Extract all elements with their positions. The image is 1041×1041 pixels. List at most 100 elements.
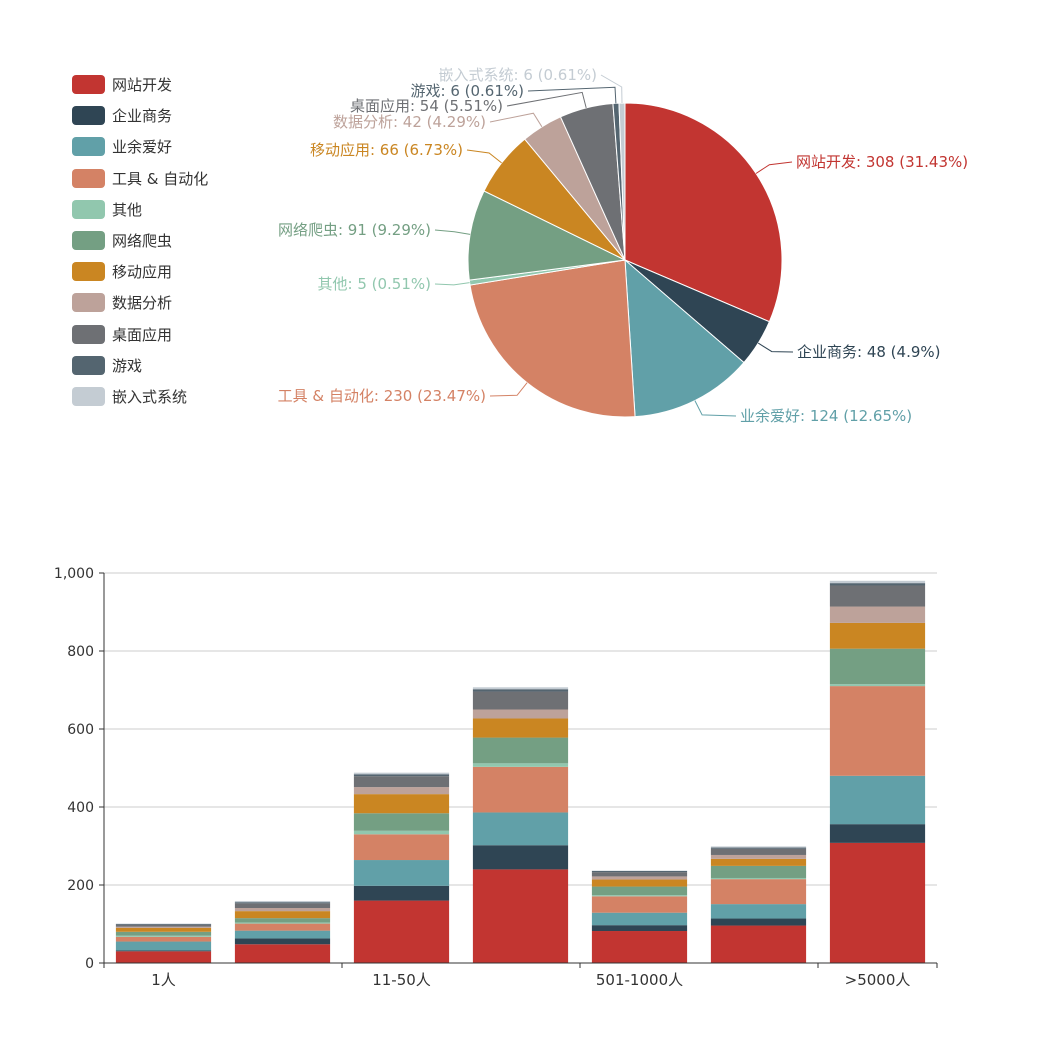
bar-segment[interactable] <box>353 885 450 901</box>
bar-segment[interactable] <box>234 908 331 912</box>
bar-segment[interactable] <box>115 950 212 952</box>
bar-segment[interactable] <box>115 941 212 951</box>
y-tick-label: 400 <box>67 800 94 816</box>
bar-segment[interactable] <box>234 911 331 919</box>
bar-segment[interactable] <box>710 865 807 878</box>
legend-item[interactable]: 工具 & 自动化 <box>72 163 208 194</box>
bar-segment[interactable] <box>234 938 331 945</box>
bar-segment[interactable] <box>115 924 212 927</box>
bar-segment[interactable] <box>115 931 212 936</box>
bar-segment[interactable] <box>591 912 688 926</box>
legend-swatch <box>72 106 105 126</box>
bar-segment[interactable] <box>472 869 569 963</box>
bar-segment[interactable] <box>234 930 331 939</box>
pie-legend: 网站开发 企业商务 业余爱好工具 & 自动化其他 网络爬虫 移动应用 数据分析桌面应用游戏… <box>72 69 208 412</box>
legend-item[interactable]: 桌面应用 <box>72 319 208 350</box>
legend-item[interactable]: 其他 <box>72 194 208 225</box>
bar-segment[interactable] <box>234 902 331 904</box>
bar-segment[interactable] <box>829 583 926 586</box>
bar-segment[interactable] <box>591 886 688 896</box>
bar-segment[interactable] <box>115 927 212 932</box>
bar-segment[interactable] <box>115 924 212 925</box>
bar-segment[interactable] <box>234 922 331 924</box>
bar-segment[interactable] <box>829 842 926 963</box>
bar-segment[interactable] <box>353 860 450 886</box>
bar-segment[interactable] <box>353 787 450 795</box>
bar-segment[interactable] <box>829 775 926 825</box>
bar-segment[interactable] <box>472 763 569 767</box>
legend-item[interactable]: 嵌入式系统 <box>72 381 208 412</box>
bar-segment[interactable] <box>710 846 807 848</box>
bar-segment[interactable] <box>591 931 688 963</box>
bar-segment[interactable] <box>829 580 926 584</box>
bar-segment[interactable] <box>472 709 569 719</box>
legend-swatch <box>72 137 105 157</box>
bar-segment[interactable] <box>710 925 807 963</box>
bar-segment[interactable] <box>115 935 212 937</box>
pie-slice[interactable] <box>618 102 626 261</box>
pie-slice[interactable] <box>469 259 636 418</box>
legend-swatch <box>72 293 105 313</box>
bar-segment[interactable] <box>115 951 212 963</box>
bar-segment[interactable] <box>472 718 569 738</box>
bar-segment[interactable] <box>591 870 688 873</box>
legend-item[interactable]: 游戏 <box>72 350 208 381</box>
bar-segment[interactable] <box>829 648 926 685</box>
bar-segment[interactable] <box>472 687 569 690</box>
bar-segment[interactable] <box>353 776 450 788</box>
bar-segment[interactable] <box>591 895 688 897</box>
legend-item[interactable]: 网站开发 <box>72 69 208 100</box>
bar-segment[interactable] <box>472 812 569 846</box>
bar-segment[interactable] <box>591 879 688 887</box>
bar-segment[interactable] <box>234 900 331 903</box>
bar-segment[interactable] <box>234 923 331 931</box>
bar-segment[interactable] <box>710 847 807 849</box>
legend-label: 工具 & 自动化 <box>112 169 209 188</box>
legend-item[interactable]: 业余爱好 <box>72 131 208 162</box>
legend-item[interactable]: 网络爬虫 <box>72 225 208 256</box>
bar-segment[interactable] <box>710 877 807 880</box>
bar-segment[interactable] <box>710 854 807 859</box>
bar-segment[interactable] <box>829 684 926 687</box>
bar-segment[interactable] <box>829 585 926 607</box>
bar-segment[interactable] <box>353 794 450 814</box>
bar-segment[interactable] <box>591 925 688 932</box>
bar-segment[interactable] <box>591 876 688 880</box>
bar-segment[interactable] <box>829 824 926 843</box>
bar-segment[interactable] <box>353 830 450 835</box>
bar-segment[interactable] <box>472 691 569 710</box>
bar-segment[interactable] <box>115 926 212 928</box>
pie-slice[interactable] <box>467 190 627 281</box>
pie-slice[interactable] <box>624 258 745 418</box>
bar-segment[interactable] <box>234 918 331 923</box>
bar-segment[interactable] <box>591 872 688 877</box>
bar-segment[interactable] <box>710 918 807 926</box>
bar-segment[interactable] <box>472 737 569 764</box>
bar-segment[interactable] <box>710 858 807 866</box>
bar-segment[interactable] <box>234 944 331 963</box>
bar-segment[interactable] <box>591 896 688 913</box>
bar-segment[interactable] <box>472 766 569 813</box>
bar-segment[interactable] <box>829 686 926 776</box>
pie-slice-label: 网络爬虫: 91 (9.29%) <box>278 221 431 239</box>
bar-segment[interactable] <box>353 813 450 831</box>
bar-segment[interactable] <box>710 879 807 905</box>
bar-segment[interactable] <box>472 689 569 692</box>
bar-segment[interactable] <box>472 845 569 870</box>
bar-segment[interactable] <box>353 774 450 777</box>
bar-segment[interactable] <box>710 848 807 855</box>
legend-label: 桌面应用 <box>112 325 173 344</box>
bar-segment[interactable] <box>353 772 450 775</box>
bar-segment[interactable] <box>353 834 450 861</box>
bar-segment[interactable] <box>234 903 331 909</box>
legend-item[interactable]: 数据分析 <box>72 287 208 318</box>
pie-label-line <box>489 382 528 397</box>
y-tick-label: 0 <box>85 956 94 972</box>
legend-item[interactable]: 企业商务 <box>72 100 208 131</box>
bar-segment[interactable] <box>115 936 212 942</box>
legend-item[interactable]: 移动应用 <box>72 256 208 287</box>
bar-segment[interactable] <box>353 900 450 963</box>
bar-segment[interactable] <box>829 622 926 649</box>
bar-segment[interactable] <box>710 904 807 919</box>
bar-segment[interactable] <box>829 606 926 623</box>
